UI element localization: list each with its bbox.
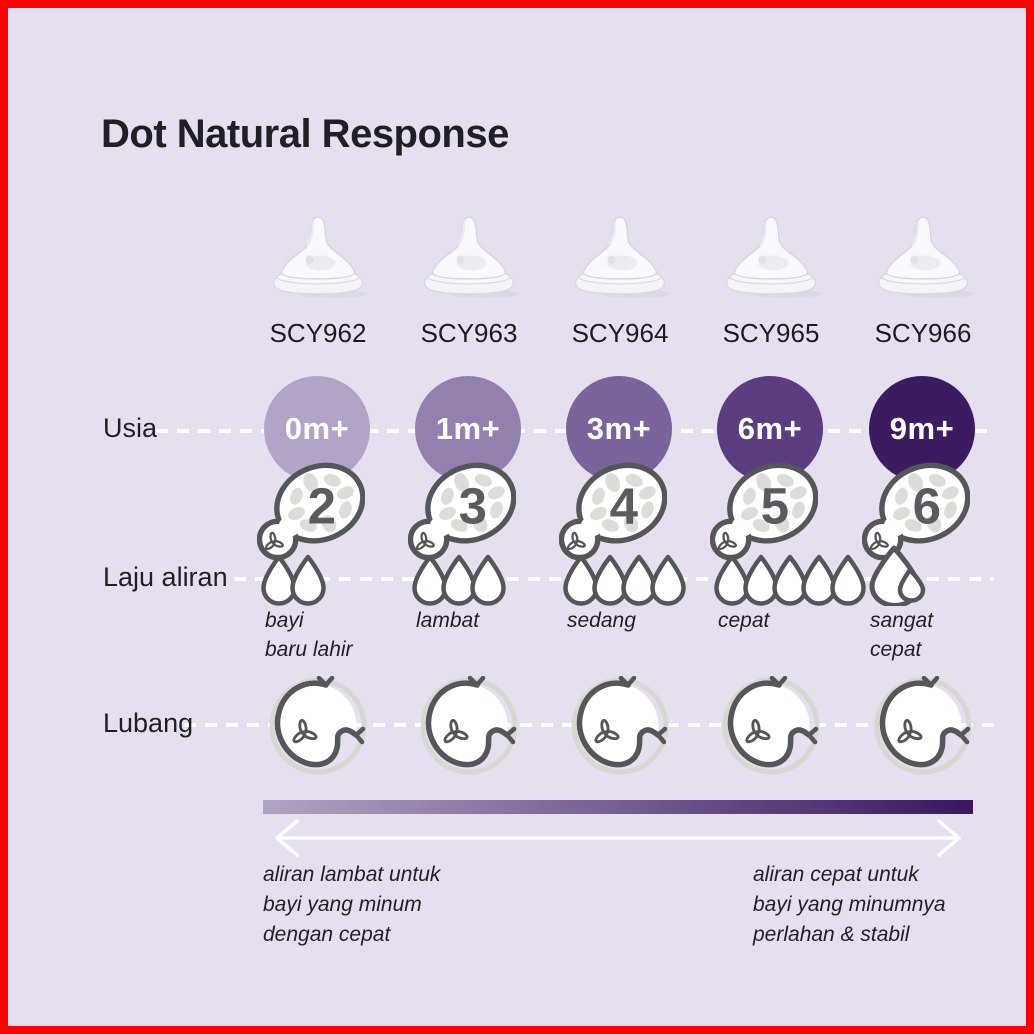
age-badge-text: 1m+ <box>435 411 501 446</box>
age-badge-text: 6m+ <box>737 411 803 446</box>
flow-droplets-icon <box>259 550 328 606</box>
teat-photo <box>873 206 973 300</box>
product-column: SCY962 0m+ 2 bayi baru lahir <box>243 198 393 798</box>
hole-icon <box>419 675 519 776</box>
teat-number-icon: 4 <box>558 454 668 564</box>
flow-droplets-icon <box>410 550 508 606</box>
teat-photo <box>268 206 368 300</box>
teat-number-icon: 2 <box>256 454 366 564</box>
teat-number-icon: 6 <box>861 454 971 564</box>
model-label: SCY964 <box>571 318 669 348</box>
age-badge: 6m+ <box>717 376 823 482</box>
flow-label: bayi baru lahir <box>265 609 353 661</box>
legend-slow-flow: aliran lambat untuk bayi yang minum deng… <box>263 863 441 946</box>
svg-text:3: 3 <box>459 477 487 534</box>
age-badge-text: 9m+ <box>889 411 955 446</box>
flow-droplets-icon <box>864 545 930 606</box>
age-badge: 1m+ <box>415 376 521 482</box>
age-badge-text: 3m+ <box>586 411 652 446</box>
svg-text:4: 4 <box>610 477 639 534</box>
age-badge-text: 0m+ <box>284 411 350 446</box>
product-column: SCY963 1m+ 3 lambat <box>394 198 544 798</box>
flow-gradient-bar <box>263 800 973 814</box>
flow-droplets-icon <box>712 550 868 606</box>
model-label: SCY965 <box>722 318 820 348</box>
legend-fast-flow: aliran cepat untuk bayi yang minumnya pe… <box>753 863 946 946</box>
flow-droplets-icon <box>561 550 688 606</box>
hole-icon <box>268 675 368 776</box>
double-arrow-icon <box>275 819 961 857</box>
model-label: SCY963 <box>420 318 518 348</box>
hole-icon <box>873 675 973 776</box>
model-label: SCY966 <box>874 318 972 348</box>
product-column: SCY966 9m+ 6 sangat cepat <box>848 198 998 798</box>
model-label: SCY962 <box>269 318 367 348</box>
row-label-hole: Lubang <box>103 708 194 738</box>
teat-number-icon: 3 <box>407 454 517 564</box>
teat-photo <box>721 206 821 300</box>
teat-photo <box>419 206 519 300</box>
teat-photo <box>570 206 670 300</box>
hole-icon <box>721 675 821 776</box>
page-title: Dot Natural Response <box>101 112 509 156</box>
flow-label: sangat cepat <box>870 609 934 661</box>
flow-label: cepat <box>718 609 770 632</box>
flow-label: lambat <box>416 609 480 632</box>
svg-text:6: 6 <box>913 477 941 534</box>
row-label-age: Usia <box>103 413 158 443</box>
hole-icon <box>570 675 670 776</box>
product-column: SCY964 3m+ 4 sedang <box>545 198 695 798</box>
product-column: SCY965 6m+ 5 cepat <box>696 198 866 798</box>
row-label-flow: Laju aliran <box>103 562 228 592</box>
svg-text:5: 5 <box>761 477 789 534</box>
teat-number-icon: 5 <box>709 454 819 564</box>
svg-text:2: 2 <box>308 477 336 534</box>
flow-label: sedang <box>567 609 636 632</box>
